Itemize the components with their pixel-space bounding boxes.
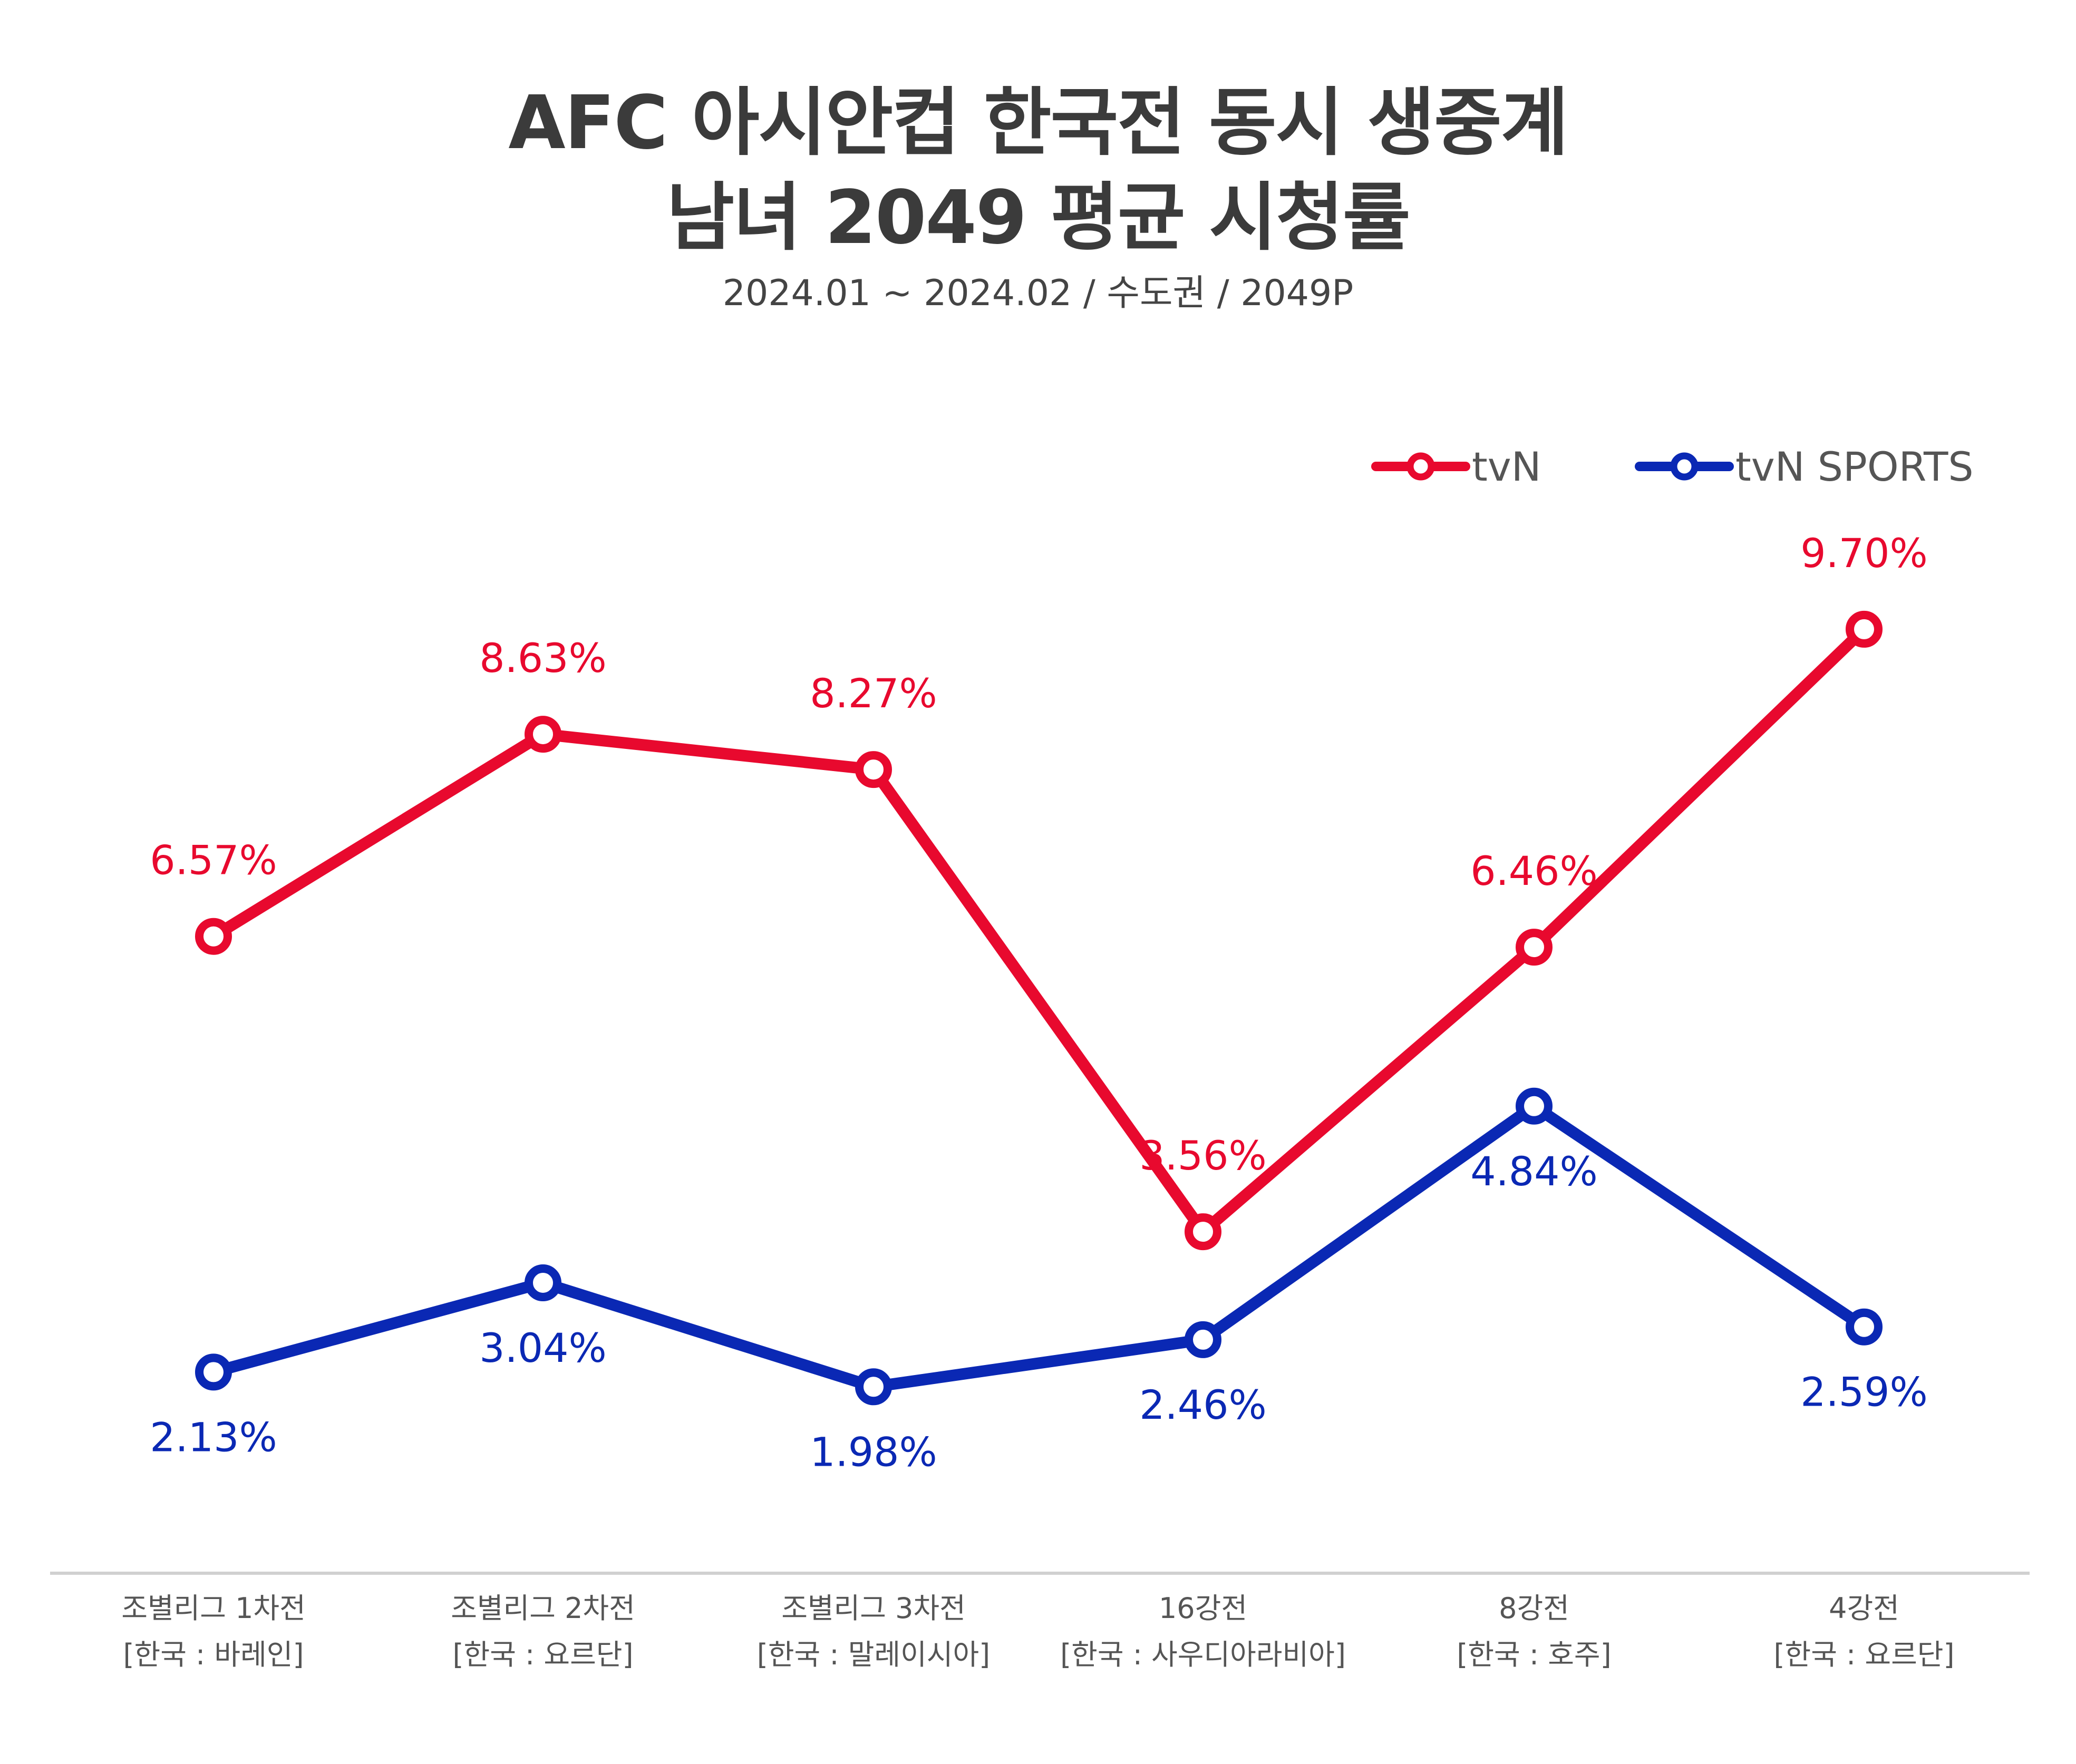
data-point bbox=[195, 1353, 232, 1391]
category-label: 16강전 bbox=[1159, 1592, 1247, 1625]
legend-marker bbox=[1406, 452, 1435, 481]
data-label: 3.56% bbox=[1139, 1132, 1266, 1179]
data-label: 9.70% bbox=[1800, 530, 1927, 577]
chart-title-line1: AFC 아시안컵 한국전 동시 생중계 bbox=[508, 80, 1568, 166]
data-label: 3.04% bbox=[479, 1324, 606, 1371]
category-label: 조별리그 2차전 bbox=[451, 1592, 635, 1625]
data-label: 8.27% bbox=[810, 670, 937, 717]
legend-item: tvN SPORTS bbox=[1635, 443, 1974, 490]
data-point bbox=[195, 918, 232, 955]
category-label: 조별리그 1차전 bbox=[121, 1592, 306, 1625]
data-point bbox=[1516, 1087, 1553, 1125]
category-sublabel: [한국 : 말레이시아] bbox=[757, 1638, 990, 1671]
chart-legend: tvN tvN SPORTS bbox=[1371, 443, 1974, 490]
data-label: 4.84% bbox=[1470, 1148, 1597, 1195]
category-sublabel: [한국 : 요르단] bbox=[1773, 1638, 1954, 1671]
series-tvn bbox=[195, 610, 1883, 1251]
data-point bbox=[1185, 1321, 1221, 1358]
category-sublabel: [한국 : 요르단] bbox=[452, 1638, 633, 1671]
category-label: 8강전 bbox=[1499, 1592, 1569, 1625]
data-point bbox=[855, 751, 892, 788]
legend-label: tvN bbox=[1472, 443, 1541, 490]
legend-marker bbox=[1670, 452, 1699, 481]
data-point bbox=[525, 716, 561, 753]
series-line bbox=[208, 623, 1870, 1238]
data-label: 8.63% bbox=[479, 635, 606, 681]
category-sublabel: [한국 : 사우디아라비아] bbox=[1060, 1638, 1346, 1671]
legend-label: tvN SPORTS bbox=[1735, 443, 1974, 490]
category-labels: 조별리그 1차전 [한국 : 바레인] 조별리그 2차전 [한국 : 요르단] 조별리그… bbox=[121, 1592, 1954, 1671]
category-sublabel: [한국 : 바레인] bbox=[123, 1638, 304, 1671]
chart-title-line2: 남녀 2049 평균 시청률 bbox=[666, 175, 1410, 261]
data-point bbox=[525, 1264, 561, 1301]
data-point bbox=[855, 1368, 892, 1406]
series-tvn-sports bbox=[195, 1087, 1883, 1406]
legend-item: tvN bbox=[1371, 443, 1541, 490]
series-line bbox=[208, 1100, 1870, 1393]
value-labels: 6.57% 8.63% 8.27% 3.56% 6.46% 9.70% 2.13% 3.04%… bbox=[150, 530, 1927, 1475]
data-label: 2.59% bbox=[1800, 1369, 1927, 1416]
data-label: 6.46% bbox=[1470, 847, 1597, 894]
data-label: 6.57% bbox=[150, 837, 277, 884]
chart-subtitle: 2024.01 ~ 2024.02 / 수도권 / 2049P bbox=[722, 272, 1354, 314]
data-label: 2.13% bbox=[150, 1414, 277, 1460]
data-point bbox=[1846, 610, 1883, 648]
data-point bbox=[1516, 929, 1553, 966]
data-label: 1.98% bbox=[810, 1428, 937, 1475]
data-point bbox=[1846, 1308, 1883, 1346]
category-label: 4강전 bbox=[1829, 1592, 1899, 1625]
series-layer bbox=[195, 610, 1883, 1406]
category-sublabel: [한국 : 호주] bbox=[1457, 1638, 1611, 1671]
data-point bbox=[1185, 1213, 1221, 1251]
category-label: 조별리그 3차전 bbox=[781, 1592, 966, 1625]
data-label: 2.46% bbox=[1139, 1381, 1266, 1428]
